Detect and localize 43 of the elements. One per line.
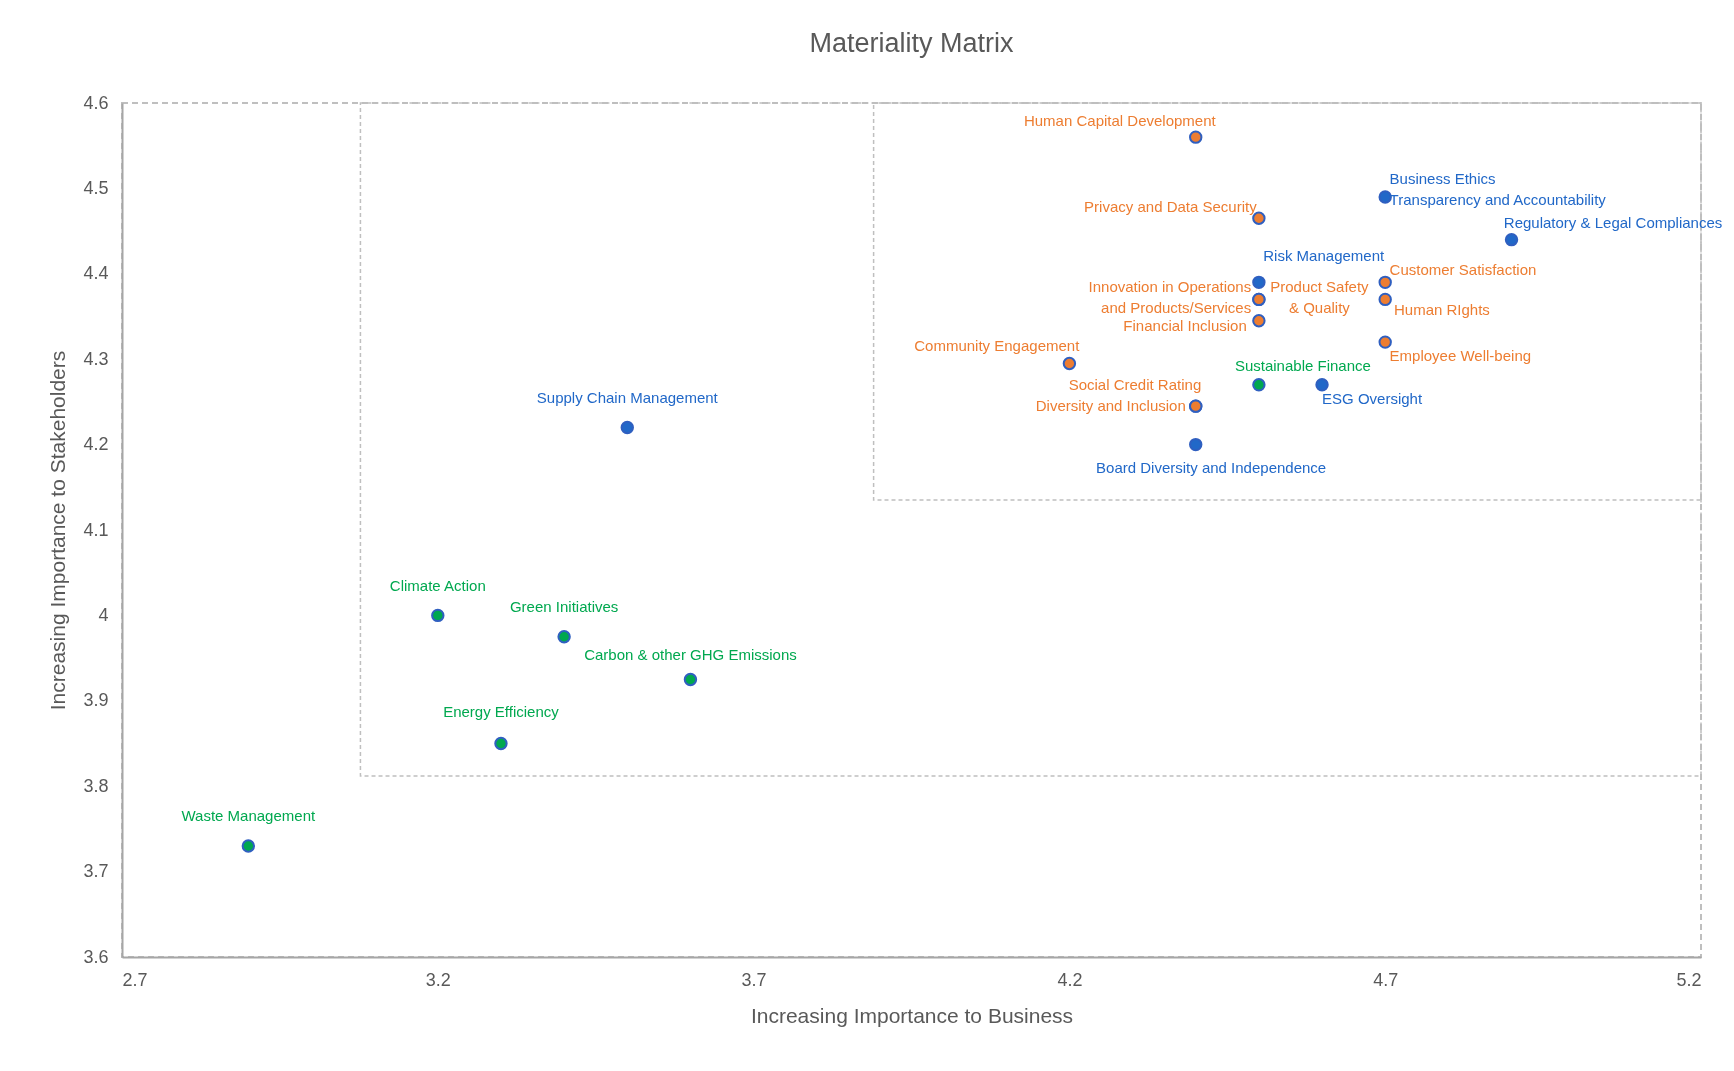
y-tick-label: 3.9 (83, 690, 109, 711)
chart-title: Materiality Matrix (809, 28, 1015, 58)
y-tick-label: 3.6 (83, 946, 109, 967)
x-tick-label: 2.7 (122, 969, 148, 990)
x-tick-label: 5.2 (1676, 969, 1702, 990)
series-label: Innovation in Operations and Products/Services (1088, 278, 1252, 317)
series-label: Customer Satisfaction (1389, 261, 1537, 279)
series-label: Climate Action (389, 576, 486, 594)
series-label: Risk Management (1263, 246, 1385, 264)
series-label: Privacy and Data Security (1084, 198, 1258, 216)
series-label: Financial Inclusion (1123, 317, 1247, 335)
y-tick-label: 3.8 (83, 775, 109, 796)
y-axis-title: Increasing Importance to Stakeholders (46, 350, 70, 711)
series-label: Human RIghts (1394, 301, 1490, 319)
y-tick-label: 4.2 (83, 434, 109, 455)
series-label: Diversity and Inclusion (1035, 397, 1186, 415)
series-label: Business Ethics Transparency and Accountability (1389, 170, 1607, 209)
series-label: Board Diversity and Independence (1096, 458, 1327, 476)
y-tick-label: 4.5 (83, 177, 109, 198)
x-tick-label: 4.2 (1057, 969, 1083, 990)
series-label: Carbon & other GHG Emissions (584, 646, 797, 664)
series-label: ESG Oversight (1322, 390, 1423, 408)
series-label: Product Safety & Quality (1270, 278, 1370, 317)
series-label: Sustainable Finance (1234, 357, 1371, 375)
series-label: Community Engagement (914, 336, 1081, 354)
series-label: Regulatory & Legal Compliances (1503, 214, 1723, 232)
series-label: Waste Management (181, 807, 316, 825)
series-label: Human Capital Development (1023, 111, 1217, 129)
y-tick-label: 4.4 (83, 263, 109, 284)
x-tick-label: 4.7 (1373, 969, 1399, 990)
y-tick-label: 4.3 (83, 348, 109, 369)
series-label: Green Initiatives (509, 598, 619, 616)
x-tick-label: 3.7 (741, 969, 767, 990)
series-label: Employee Well-being (1389, 347, 1532, 365)
series-label: Social Credit Rating (1068, 376, 1202, 394)
series-label: Supply Chain Management (536, 388, 719, 406)
x-axis-title: Increasing Importance to Business (750, 1003, 1074, 1027)
y-tick-label: 3.7 (83, 861, 109, 882)
x-tick-label: 3.2 (425, 969, 451, 990)
series-label: Energy Efficiency (443, 702, 560, 720)
y-tick-label: 4 (98, 604, 109, 625)
y-tick-label: 4.1 (83, 519, 109, 540)
y-tick-label: 4.6 (83, 92, 109, 113)
